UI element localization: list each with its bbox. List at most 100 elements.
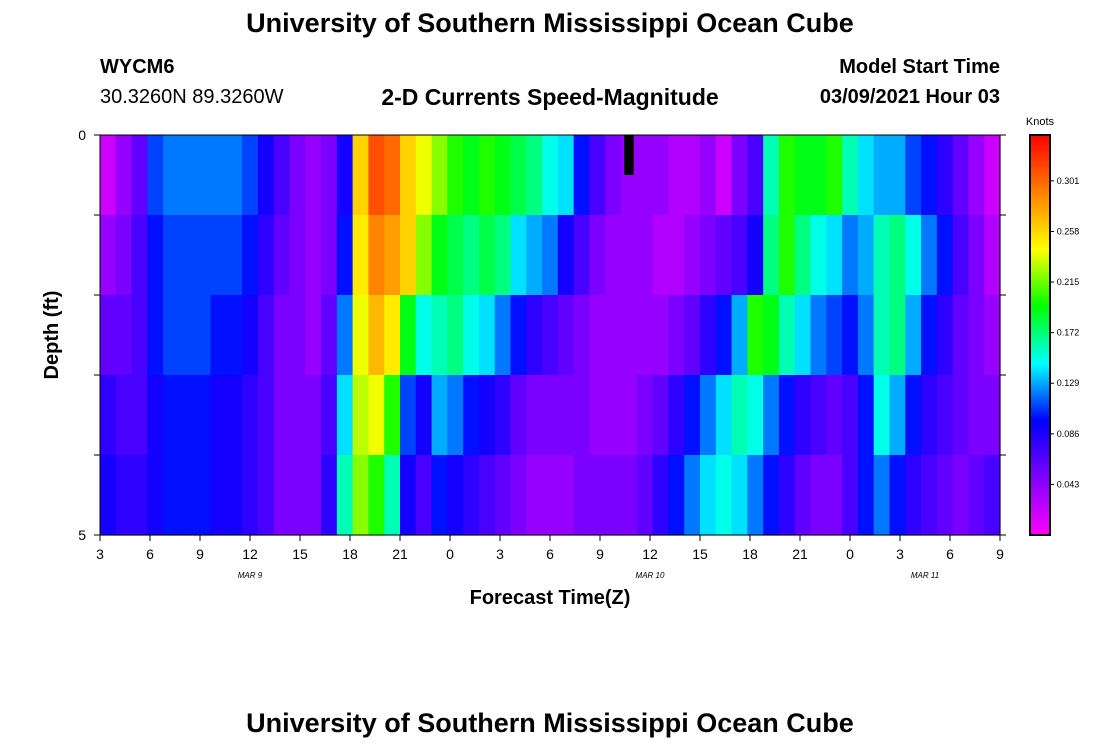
heatmap-cell xyxy=(431,135,448,216)
heatmap-cell xyxy=(636,135,654,216)
heatmap-cell xyxy=(715,135,733,216)
heatmap-cell xyxy=(873,295,891,376)
heatmap-cell xyxy=(415,215,433,296)
heatmap-cell xyxy=(747,375,764,456)
heatmap-cell xyxy=(226,455,243,536)
heatmap-cell xyxy=(115,295,133,376)
heatmap-cell xyxy=(178,455,196,536)
heatmap-cell xyxy=(731,455,748,536)
x-tick-label: 12 xyxy=(242,546,258,562)
heatmap-cell xyxy=(415,375,433,456)
heatmap-cell xyxy=(700,215,717,296)
heatmap-cell xyxy=(431,295,448,376)
heatmap-cell xyxy=(100,295,117,376)
heatmap-cell xyxy=(447,135,464,216)
heatmap-cell xyxy=(589,375,606,456)
heatmap-cell xyxy=(889,375,906,456)
heatmap-cell xyxy=(115,375,133,456)
heatmap-cell xyxy=(652,135,670,216)
heatmap-cell xyxy=(857,295,875,376)
heatmap-cell xyxy=(952,135,970,216)
heatmap-cell xyxy=(984,295,1001,376)
heatmap-cell xyxy=(621,215,638,296)
heatmap-cell xyxy=(194,295,212,376)
heatmap-cell xyxy=(700,135,717,216)
heatmap-cell xyxy=(242,455,259,536)
heatmap-cell xyxy=(478,455,496,536)
y-tick-label: 5 xyxy=(78,527,86,543)
heatmap-cell xyxy=(573,215,591,296)
x-tick-label: 0 xyxy=(446,546,454,562)
model-start-value: 03/09/2021 Hour 03 xyxy=(819,86,1000,108)
heatmap-cell xyxy=(526,295,543,376)
colorbar-tick-label: 0.215 xyxy=(1057,277,1080,287)
heatmap-cell xyxy=(494,295,512,376)
heatmap-cell xyxy=(147,135,164,216)
x-tick-label: 9 xyxy=(196,546,204,562)
heatmap-cell xyxy=(936,295,954,376)
heatmap-cell xyxy=(557,135,575,216)
heatmap-cell xyxy=(952,375,970,456)
heatmap-cell xyxy=(163,215,180,296)
heatmap-cell xyxy=(936,455,954,536)
heatmap-cell xyxy=(178,375,196,456)
heatmap-cell xyxy=(147,215,164,296)
x-tick-label: 3 xyxy=(896,546,904,562)
heatmap-cell xyxy=(321,455,338,536)
heatmap-cell xyxy=(636,375,654,456)
heatmap-cell xyxy=(257,295,275,376)
heatmap-cell xyxy=(100,455,117,536)
heatmap-cell xyxy=(305,215,322,296)
heatmap-cell xyxy=(905,215,922,296)
heatmap-cell xyxy=(384,135,401,216)
heatmap-cell xyxy=(936,135,954,216)
heatmap-cell xyxy=(668,215,685,296)
heatmap-cell xyxy=(921,295,938,376)
heatmap-cell xyxy=(273,295,291,376)
heatmap-cell xyxy=(794,295,812,376)
date-label: MAR 9 xyxy=(238,571,263,580)
heatmap-cell xyxy=(289,455,306,536)
heatmap-cell xyxy=(526,375,543,456)
heatmap-cell xyxy=(684,455,701,536)
heatmap-cell xyxy=(636,295,654,376)
footer-title: University of Southern Mississippi Ocean… xyxy=(246,708,854,738)
heatmap-cell xyxy=(415,135,433,216)
heatmap-cell xyxy=(478,215,496,296)
heatmap-cell xyxy=(163,455,180,536)
heatmap-cell xyxy=(873,375,891,456)
colorbar-tick-label: 0.086 xyxy=(1057,429,1080,439)
heatmap-cell xyxy=(542,135,559,216)
heatmap-cell xyxy=(589,135,606,216)
heatmap-cell xyxy=(400,455,417,536)
heatmap-cell xyxy=(810,215,827,296)
heatmap-cell xyxy=(526,455,543,536)
heatmap-cell xyxy=(494,135,512,216)
heatmap-cell xyxy=(100,375,117,456)
heatmap-cell xyxy=(400,375,417,456)
heatmap-cell xyxy=(352,375,370,456)
heatmap-cell xyxy=(400,295,417,376)
heatmap-cell xyxy=(700,295,717,376)
heatmap-cell xyxy=(463,295,480,376)
heatmap-cell xyxy=(131,135,148,216)
heatmap-cell xyxy=(905,375,922,456)
heatmap-cell xyxy=(842,135,859,216)
heatmap-cell xyxy=(605,455,622,536)
heatmap-cell xyxy=(668,135,685,216)
colorbar-unit: Knots xyxy=(1026,116,1055,128)
colorbar-tick-label: 0.129 xyxy=(1057,378,1080,388)
heatmap-cell xyxy=(826,135,843,216)
heatmap-cell xyxy=(368,135,385,216)
chart-title: 2-D Currents Speed-Magnitude xyxy=(381,84,719,110)
heatmap-cell xyxy=(478,375,496,456)
heatmap-cell xyxy=(905,455,922,536)
heatmap-cell xyxy=(747,295,764,376)
heatmap-cell xyxy=(352,455,370,536)
x-tick-label: 21 xyxy=(392,546,408,562)
heatmap-cell xyxy=(115,455,133,536)
heatmap-cell xyxy=(857,375,875,456)
heatmap-cell xyxy=(889,455,906,536)
